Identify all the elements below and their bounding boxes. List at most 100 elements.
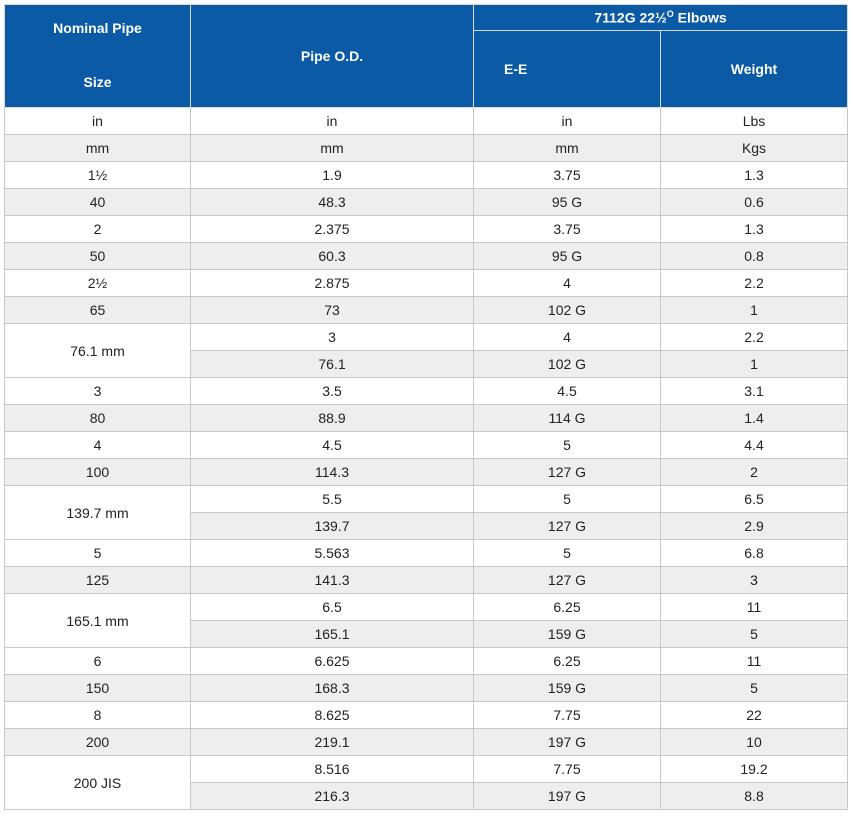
cell-od: 6.5: [190, 593, 474, 621]
cell-ee: 4: [473, 269, 661, 297]
cell-wt: 6.5: [659, 485, 849, 513]
cell-wt: 1: [659, 350, 849, 378]
cell-wt: 19.2: [659, 755, 849, 783]
table-row: 80 88.9 114 G 1.4: [4, 404, 849, 432]
cell-wt: 0.8: [659, 242, 849, 270]
cell-od: 168.3: [190, 674, 474, 702]
cell-od: 5.5: [190, 485, 474, 513]
table-row: 5 5.563 5 6.8: [4, 539, 849, 567]
cell-od: 1.9: [190, 161, 474, 189]
cell-wt: 2.2: [659, 269, 849, 297]
cell-ee: 5: [473, 539, 661, 567]
cell-wt: 0.6: [659, 188, 849, 216]
cell-size: 200: [4, 728, 191, 756]
cell-od: 3: [190, 323, 474, 351]
cell-ee: 127 G: [473, 566, 661, 594]
header-pipe-od: Pipe O.D.: [190, 4, 474, 108]
header-elbow-suffix: Elbows: [673, 9, 727, 26]
cell-size: 40: [4, 188, 191, 216]
cell-wt: 2.9: [659, 512, 849, 540]
cell-od: 2.875: [190, 269, 474, 297]
cell-wt: 2.2: [659, 323, 849, 351]
cell-size: 165.1 mm: [4, 593, 191, 648]
cell-ee: mm: [473, 134, 661, 162]
cell-ee: 3.75: [473, 215, 661, 243]
cell-size: 2½: [4, 269, 191, 297]
cell-od: in: [190, 107, 474, 135]
header-elbow-prefix: 7112G 22½: [594, 9, 667, 26]
cell-wt: Lbs: [659, 107, 849, 135]
cell-size: 5: [4, 539, 191, 567]
table-row: 2 2.375 3.75 1.3: [4, 215, 849, 243]
cell-ee: 102 G: [473, 350, 661, 378]
table-row: 40 48.3 95 G 0.6: [4, 188, 849, 216]
table-row: 6 6.625 6.25 11: [4, 647, 849, 675]
cell-wt: 8.8: [659, 782, 849, 810]
cell-od: 139.7: [190, 512, 474, 540]
cell-ee: 4.5: [473, 377, 661, 405]
cell-size: 100: [4, 458, 191, 486]
cell-od: 219.1: [190, 728, 474, 756]
cell-size: mm: [4, 134, 191, 162]
table-row: 8 8.625 7.75 22: [4, 701, 849, 729]
cell-size: 8: [4, 701, 191, 729]
cell-wt: 3.1: [659, 377, 849, 405]
table-row: 76.1 mm 3 4 2.2: [4, 323, 849, 378]
header-weight: Weight: [659, 30, 849, 108]
cell-ee: in: [473, 107, 661, 135]
cell-od: 73: [190, 296, 474, 324]
cell-size: 76.1 mm: [4, 323, 191, 378]
cell-od: 48.3: [190, 188, 474, 216]
table-row: 50 60.3 95 G 0.8: [4, 242, 849, 270]
cell-ee: 127 G: [473, 512, 661, 540]
cell-size: 125: [4, 566, 191, 594]
cell-wt: 22: [659, 701, 849, 729]
table-row: 216.3 197 G 8.8: [5, 782, 849, 810]
cell-ee: 127 G: [473, 458, 661, 486]
cell-ee: 197 G: [473, 728, 661, 756]
cell-wt: 2: [659, 458, 849, 486]
table-row: 1½ 1.9 3.75 1.3: [4, 161, 849, 189]
table-row: 4 4.5 5 4.4: [4, 431, 849, 459]
cell-ee: 159 G: [473, 674, 661, 702]
cell-ee: 95 G: [473, 242, 661, 270]
cell-wt: 1: [659, 296, 849, 324]
cell-od: 141.3: [190, 566, 474, 594]
cell-wt: 5: [659, 620, 849, 648]
cell-wt: 3: [659, 566, 849, 594]
cell-od: 6.625: [190, 647, 474, 675]
cell-size: 65: [4, 296, 191, 324]
cell-od: 76.1: [190, 350, 474, 378]
cell-size: 200 JIS: [4, 755, 191, 810]
cell-wt: 11: [659, 593, 849, 621]
cell-ee: 5: [473, 485, 661, 513]
cell-wt: 6.8: [659, 539, 849, 567]
cell-wt: Kgs: [659, 134, 849, 162]
cell-size: 150: [4, 674, 191, 702]
cell-od: 8.516: [190, 755, 474, 783]
cell-size: 80: [4, 404, 191, 432]
cell-ee: 3.75: [473, 161, 661, 189]
header-nominal-pipe-size: Nominal Pipe Size: [4, 4, 191, 108]
table-row: in in in Lbs: [4, 107, 849, 135]
table-row: 139.7 127 G 2.9: [5, 512, 849, 540]
cell-od: 216.3: [190, 782, 474, 810]
cell-ee: 7.75: [473, 755, 661, 783]
header-nominal-pipe: Nominal Pipe: [53, 20, 142, 36]
cell-ee: 102 G: [473, 296, 661, 324]
table-row: 3 3.5 4.5 3.1: [4, 377, 849, 405]
cell-wt: 4.4: [659, 431, 849, 459]
cell-wt: 1.3: [659, 161, 849, 189]
cell-ee: 6.25: [473, 647, 661, 675]
cell-size: 2: [4, 215, 191, 243]
cell-ee: 95 G: [473, 188, 661, 216]
elbow-spec-table: Nominal Pipe Size Pipe O.D. 7112G 22½O E…: [4, 4, 849, 810]
header-elbow-sup: O: [666, 9, 674, 20]
header-size: Size: [83, 74, 112, 90]
cell-ee: 159 G: [473, 620, 661, 648]
table-row: mm mm mm Kgs: [4, 134, 849, 162]
